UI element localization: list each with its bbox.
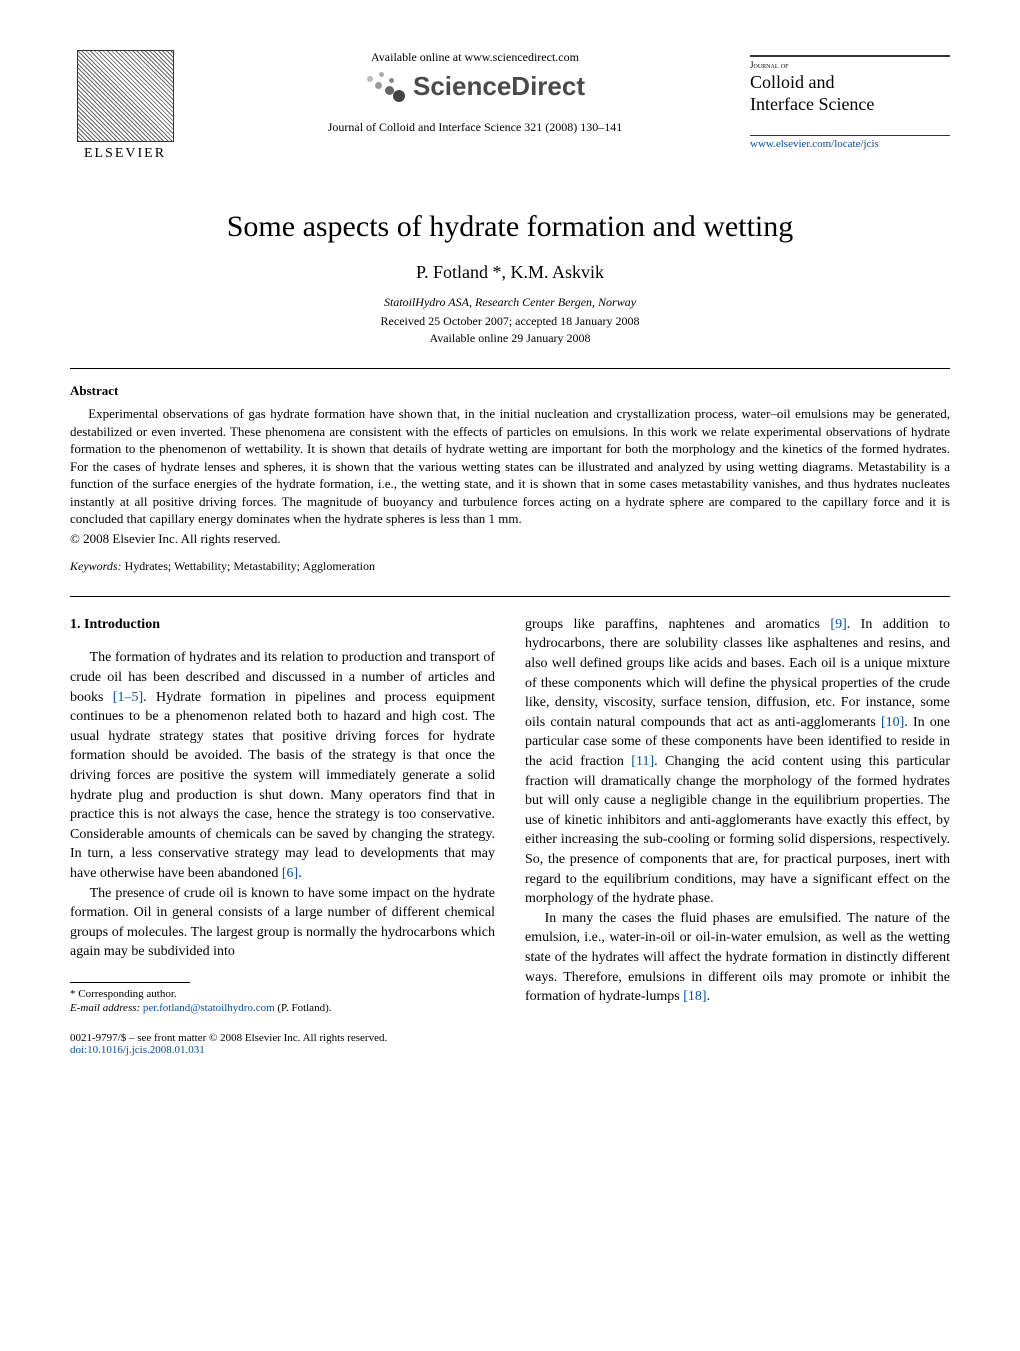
corresponding-label: * Corresponding author. bbox=[70, 987, 495, 1001]
keywords-label: Keywords: bbox=[70, 559, 122, 573]
doi-link[interactable]: doi:10.1016/j.jcis.2008.01.031 bbox=[70, 1044, 950, 1056]
received-date: Received 25 October 2007; accepted 18 Ja… bbox=[70, 314, 950, 329]
email-label: E-mail address: bbox=[70, 1002, 143, 1014]
right-column: groups like paraffins, naphtenes and aro… bbox=[525, 615, 950, 1016]
journal-name-line1: Colloid and bbox=[750, 72, 835, 92]
intro-paragraph-4: In many the cases the fluid phases are e… bbox=[525, 909, 950, 1007]
section-1-heading: 1. Introduction bbox=[70, 615, 495, 635]
ref-link-10[interactable]: [10] bbox=[881, 715, 904, 730]
email-suffix: (P. Fotland). bbox=[275, 1002, 332, 1014]
corresponding-author-footnote: * Corresponding author. E-mail address: … bbox=[70, 987, 495, 1016]
ref-link-11[interactable]: [11] bbox=[631, 754, 654, 769]
ref-link-18[interactable]: [18] bbox=[683, 989, 706, 1004]
journal-citation: Journal of Colloid and Interface Science… bbox=[200, 120, 750, 135]
rule-bottom bbox=[70, 596, 950, 597]
publisher-name: ELSEVIER bbox=[70, 146, 180, 162]
p3a: groups like paraffins, naphtenes and aro… bbox=[525, 617, 830, 632]
journal-name-line2: Interface Science bbox=[750, 94, 874, 114]
p4b: . bbox=[707, 989, 711, 1004]
left-column: 1. Introduction The formation of hydrate… bbox=[70, 615, 495, 1016]
journal-url[interactable]: www.elsevier.com/locate/jcis bbox=[750, 135, 950, 150]
intro-paragraph-1: The formation of hydrates and its relati… bbox=[70, 648, 495, 883]
journal-header: ELSEVIER Available online at www.science… bbox=[70, 50, 950, 170]
p3d: . Changing the acid content using this p… bbox=[525, 754, 950, 906]
journal-title-box: Journal of Colloid and Interface Science… bbox=[750, 50, 950, 150]
p1c: . bbox=[298, 866, 302, 881]
corresponding-email-line: E-mail address: per.fotland@statoilhydro… bbox=[70, 1001, 495, 1015]
ref-link-9[interactable]: [9] bbox=[830, 617, 846, 632]
ref-link-6[interactable]: [6] bbox=[282, 866, 298, 881]
available-online-text: Available online at www.sciencedirect.co… bbox=[200, 50, 750, 65]
article-title: Some aspects of hydrate formation and we… bbox=[70, 210, 950, 244]
p4a: In many the cases the fluid phases are e… bbox=[525, 911, 950, 1004]
elsevier-tree-icon bbox=[77, 50, 174, 142]
affiliation: StatoilHydro ASA, Research Center Bergen… bbox=[70, 295, 950, 310]
intro-paragraph-3: groups like paraffins, naphtenes and aro… bbox=[525, 615, 950, 909]
elsevier-logo: ELSEVIER bbox=[70, 50, 180, 170]
rule-top bbox=[70, 368, 950, 369]
abstract-text: Experimental observations of gas hydrate… bbox=[70, 405, 950, 528]
keywords-line: Keywords: Hydrates; Wettability; Metasta… bbox=[70, 559, 950, 574]
author-email[interactable]: per.fotland@statoilhydro.com bbox=[143, 1002, 275, 1014]
header-center: Available online at www.sciencedirect.co… bbox=[200, 50, 750, 135]
abstract-body: Experimental observations of gas hydrate… bbox=[70, 406, 950, 526]
journal-name: Colloid and Interface Science bbox=[750, 72, 950, 115]
authors-text: P. Fotland *, K.M. Askvik bbox=[416, 262, 604, 282]
abstract-heading: Abstract bbox=[70, 383, 950, 399]
sciencedirect-text: ScienceDirect bbox=[413, 71, 585, 102]
p1b: . Hydrate formation in pipelines and pro… bbox=[70, 690, 495, 881]
available-online-date: Available online 29 January 2008 bbox=[70, 331, 950, 346]
sciencedirect-dots-icon bbox=[365, 72, 405, 102]
sciencedirect-logo: ScienceDirect bbox=[200, 71, 750, 102]
footnote-separator bbox=[70, 982, 190, 983]
body-columns: 1. Introduction The formation of hydrate… bbox=[70, 615, 950, 1016]
journal-box-label: Journal of bbox=[750, 55, 950, 70]
publisher-logo-block: ELSEVIER bbox=[70, 50, 200, 170]
ref-link-1-5[interactable]: [1–5] bbox=[113, 690, 143, 705]
intro-paragraph-2: The presence of crude oil is known to ha… bbox=[70, 884, 495, 962]
abstract-copyright: © 2008 Elsevier Inc. All rights reserved… bbox=[70, 531, 950, 547]
p3b: . In addition to hydrocarbons, there are… bbox=[525, 617, 950, 730]
keywords-text: Hydrates; Wettability; Metastability; Ag… bbox=[122, 559, 375, 573]
footer-copyright: 0021-9797/$ – see front matter © 2008 El… bbox=[70, 1032, 950, 1044]
authors: P. Fotland *, K.M. Askvik bbox=[70, 262, 950, 283]
